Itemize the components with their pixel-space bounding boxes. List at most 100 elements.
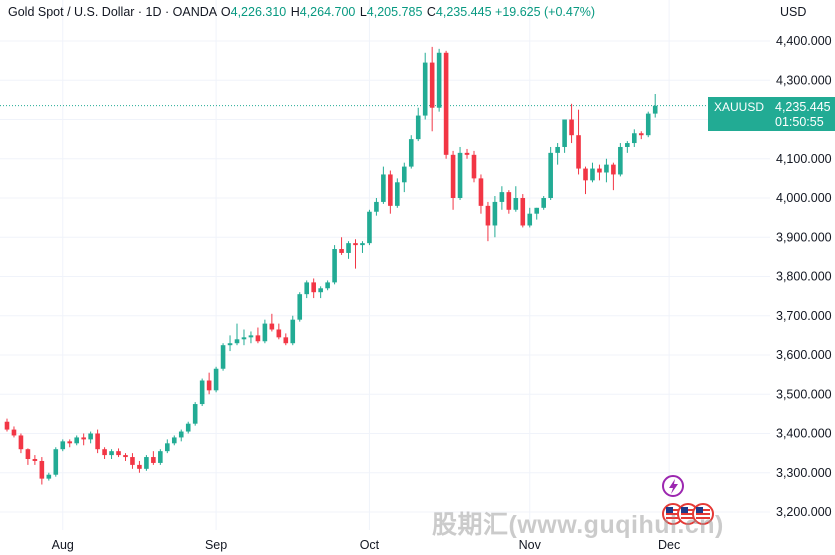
candle-body	[408, 139, 414, 167]
candle-body	[436, 52, 442, 108]
watermark: 股期汇(www.guqihui.cn)	[432, 511, 724, 539]
candle-body	[339, 249, 344, 253]
candle	[46, 472, 52, 481]
candle	[513, 186, 519, 212]
x-tick-label: Oct	[360, 538, 380, 552]
candle-body	[492, 201, 498, 226]
candle-body	[102, 449, 107, 456]
candle-body	[220, 345, 226, 369]
candle-body	[464, 152, 470, 155]
x-tick-label: Aug	[52, 538, 74, 552]
candle	[590, 162, 595, 183]
candle	[339, 237, 344, 255]
candle-body	[283, 337, 289, 344]
candle-body	[123, 455, 128, 458]
y-tick-label: 3,900.000	[776, 230, 832, 244]
candle	[395, 178, 400, 208]
us-flag-icon[interactable]	[692, 503, 714, 525]
ohlc-legend: Gold Spot / U.S. Dollar · 1D · OANDA O 4,…	[8, 5, 595, 19]
candle-body	[192, 404, 198, 424]
y-tick-label: 3,300.000	[776, 466, 832, 480]
candle	[178, 429, 184, 442]
candle	[374, 198, 379, 216]
candle-body	[638, 133, 644, 136]
candle-body	[562, 119, 567, 147]
x-tick-label: Dec	[658, 538, 680, 552]
candle-body	[604, 164, 609, 173]
candle	[130, 453, 135, 469]
candle-body	[290, 319, 296, 344]
candle-body	[645, 113, 651, 136]
candle	[165, 439, 170, 454]
candle	[206, 372, 212, 395]
open-label: O	[220, 5, 231, 19]
candle	[415, 107, 421, 142]
candle-body	[297, 294, 303, 320]
candle	[227, 335, 233, 352]
candle-body	[32, 459, 38, 461]
candle	[213, 366, 219, 393]
candle	[632, 129, 637, 147]
candle	[53, 447, 59, 477]
candle	[11, 426, 17, 438]
candle-body	[625, 143, 630, 147]
candle	[4, 418, 10, 432]
high-label: H	[290, 5, 300, 19]
candle	[604, 158, 609, 183]
candle-body	[53, 449, 59, 475]
candle	[485, 201, 491, 242]
candle	[381, 166, 386, 204]
candle-body	[304, 282, 310, 295]
high-value: 4,264.700	[299, 5, 356, 19]
candle	[429, 46, 435, 132]
candle-body	[171, 437, 177, 444]
candle-body	[4, 421, 10, 430]
us-flag-icon[interactable]	[662, 503, 684, 525]
price-tag-price: 4,235.445	[775, 100, 831, 114]
candle-body	[67, 441, 73, 444]
candle	[241, 329, 247, 346]
candle-body	[137, 464, 142, 469]
candle	[158, 449, 163, 465]
candle-body	[109, 451, 114, 456]
candle-body	[165, 443, 170, 452]
candle-body	[144, 457, 149, 469]
x-tick-label: Sep	[205, 538, 227, 552]
change-value: +19.625 (+0.47%)	[495, 5, 596, 19]
candle	[304, 280, 310, 299]
candle	[548, 146, 553, 200]
lightning-icon[interactable]	[662, 475, 684, 497]
candle-body	[88, 433, 93, 440]
y-tick-label: 3,800.000	[776, 270, 832, 284]
candle	[137, 460, 142, 473]
candle-body	[18, 435, 24, 450]
candle	[74, 435, 79, 446]
candle-body	[95, 433, 100, 450]
candle	[60, 439, 66, 452]
candle-body	[555, 146, 560, 153]
candle	[408, 135, 414, 169]
candle-body	[471, 154, 477, 179]
candle	[325, 280, 330, 291]
candle-body	[485, 205, 491, 226]
candle	[234, 323, 240, 346]
currency-label[interactable]: USD	[780, 5, 807, 19]
candle-body	[415, 115, 421, 140]
candle	[597, 164, 602, 181]
candle-body	[590, 168, 595, 181]
price-tag-symbol: XAUUSD	[714, 100, 765, 114]
candle	[436, 48, 442, 112]
candle	[116, 448, 121, 458]
candle	[611, 162, 616, 191]
candle-body	[178, 431, 184, 438]
candle-body	[311, 282, 316, 293]
candle-body	[46, 474, 52, 479]
candle-body	[401, 166, 407, 183]
candle-body	[360, 243, 365, 246]
symbol-title[interactable]: Gold Spot / U.S. Dollar · 1D · OANDA	[8, 5, 217, 19]
candle-body	[227, 343, 233, 346]
candle	[318, 286, 323, 299]
y-tick-label: 4,000.000	[776, 191, 832, 205]
candle	[618, 143, 623, 177]
